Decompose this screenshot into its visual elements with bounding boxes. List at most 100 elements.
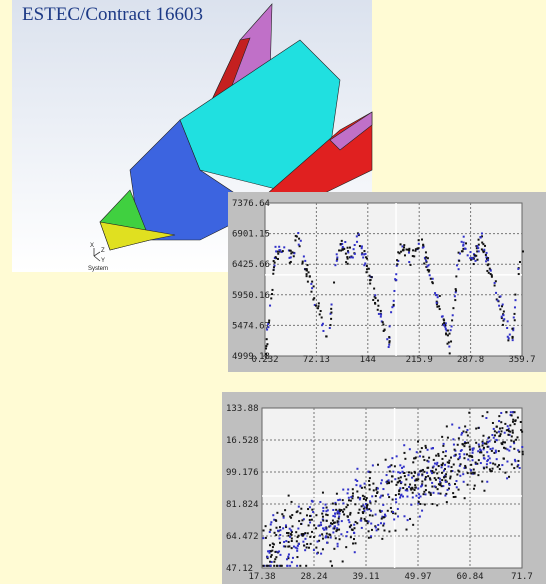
point: [419, 516, 421, 518]
point: [304, 260, 306, 262]
point: [412, 249, 414, 251]
point: [349, 514, 351, 516]
point: [400, 243, 402, 245]
point: [406, 529, 408, 531]
point: [383, 529, 385, 531]
point: [341, 520, 343, 522]
point: [270, 556, 272, 558]
point: [519, 467, 521, 469]
point: [423, 262, 425, 264]
point: [472, 449, 474, 451]
point: [436, 504, 438, 506]
point: [384, 329, 386, 331]
point: [348, 499, 350, 501]
point: [358, 509, 360, 511]
point: [495, 292, 497, 294]
point: [336, 527, 338, 529]
point: [414, 457, 416, 459]
point: [490, 270, 492, 272]
point: [477, 450, 479, 452]
point: [420, 495, 422, 497]
point: [458, 437, 460, 439]
point: [366, 258, 368, 260]
point: [377, 300, 379, 302]
point: [300, 508, 302, 510]
point: [284, 546, 286, 548]
point: [434, 477, 436, 479]
point: [458, 471, 460, 473]
point: [325, 504, 327, 506]
point: [297, 545, 299, 547]
point: [318, 525, 320, 527]
point: [460, 450, 462, 452]
point: [496, 458, 498, 460]
point: [310, 543, 312, 545]
point: [267, 323, 269, 325]
point: [512, 421, 514, 423]
point: [298, 238, 300, 240]
point: [367, 522, 369, 524]
point: [442, 462, 444, 464]
point: [304, 538, 306, 540]
point: [384, 514, 386, 516]
point: [512, 337, 514, 339]
point: [366, 507, 368, 509]
point: [372, 515, 374, 517]
point: [395, 279, 397, 281]
point: [423, 471, 425, 473]
point: [494, 282, 496, 284]
point: [293, 255, 295, 257]
point: [315, 527, 317, 529]
y-tick-label: 133.88: [226, 404, 259, 414]
point: [439, 308, 441, 310]
point: [388, 342, 390, 344]
point: [471, 456, 473, 458]
point: [514, 294, 516, 296]
point: [458, 489, 460, 491]
point: [325, 527, 327, 529]
point: [304, 532, 306, 534]
point: [467, 472, 469, 474]
point: [454, 299, 456, 301]
point: [311, 531, 313, 533]
point: [459, 453, 461, 455]
point: [411, 472, 413, 474]
point: [319, 501, 321, 503]
point: [334, 512, 336, 514]
point: [282, 250, 284, 252]
point: [409, 264, 411, 266]
point: [522, 250, 524, 252]
point: [503, 311, 505, 313]
point: [514, 411, 516, 413]
point: [501, 316, 503, 318]
point: [489, 440, 491, 442]
point: [330, 318, 332, 320]
point: [510, 440, 512, 442]
point: [368, 268, 370, 270]
point: [309, 519, 311, 521]
point: [326, 533, 328, 535]
point: [281, 565, 283, 567]
point: [404, 475, 406, 477]
point: [330, 312, 332, 314]
point: [335, 537, 337, 539]
point: [322, 538, 324, 540]
point: [487, 455, 489, 457]
point: [319, 535, 321, 537]
point: [288, 553, 290, 555]
title: ESTEC/Contract 16603: [22, 4, 203, 25]
point: [388, 479, 390, 481]
point: [464, 425, 466, 427]
point: [406, 496, 408, 498]
point: [330, 560, 332, 562]
point: [345, 253, 347, 255]
point: [403, 444, 405, 446]
point: [391, 475, 393, 477]
point: [353, 532, 355, 534]
point: [337, 545, 339, 547]
point: [465, 242, 467, 244]
point: [395, 273, 397, 275]
point: [487, 259, 489, 261]
point: [333, 522, 335, 524]
point: [403, 246, 405, 248]
